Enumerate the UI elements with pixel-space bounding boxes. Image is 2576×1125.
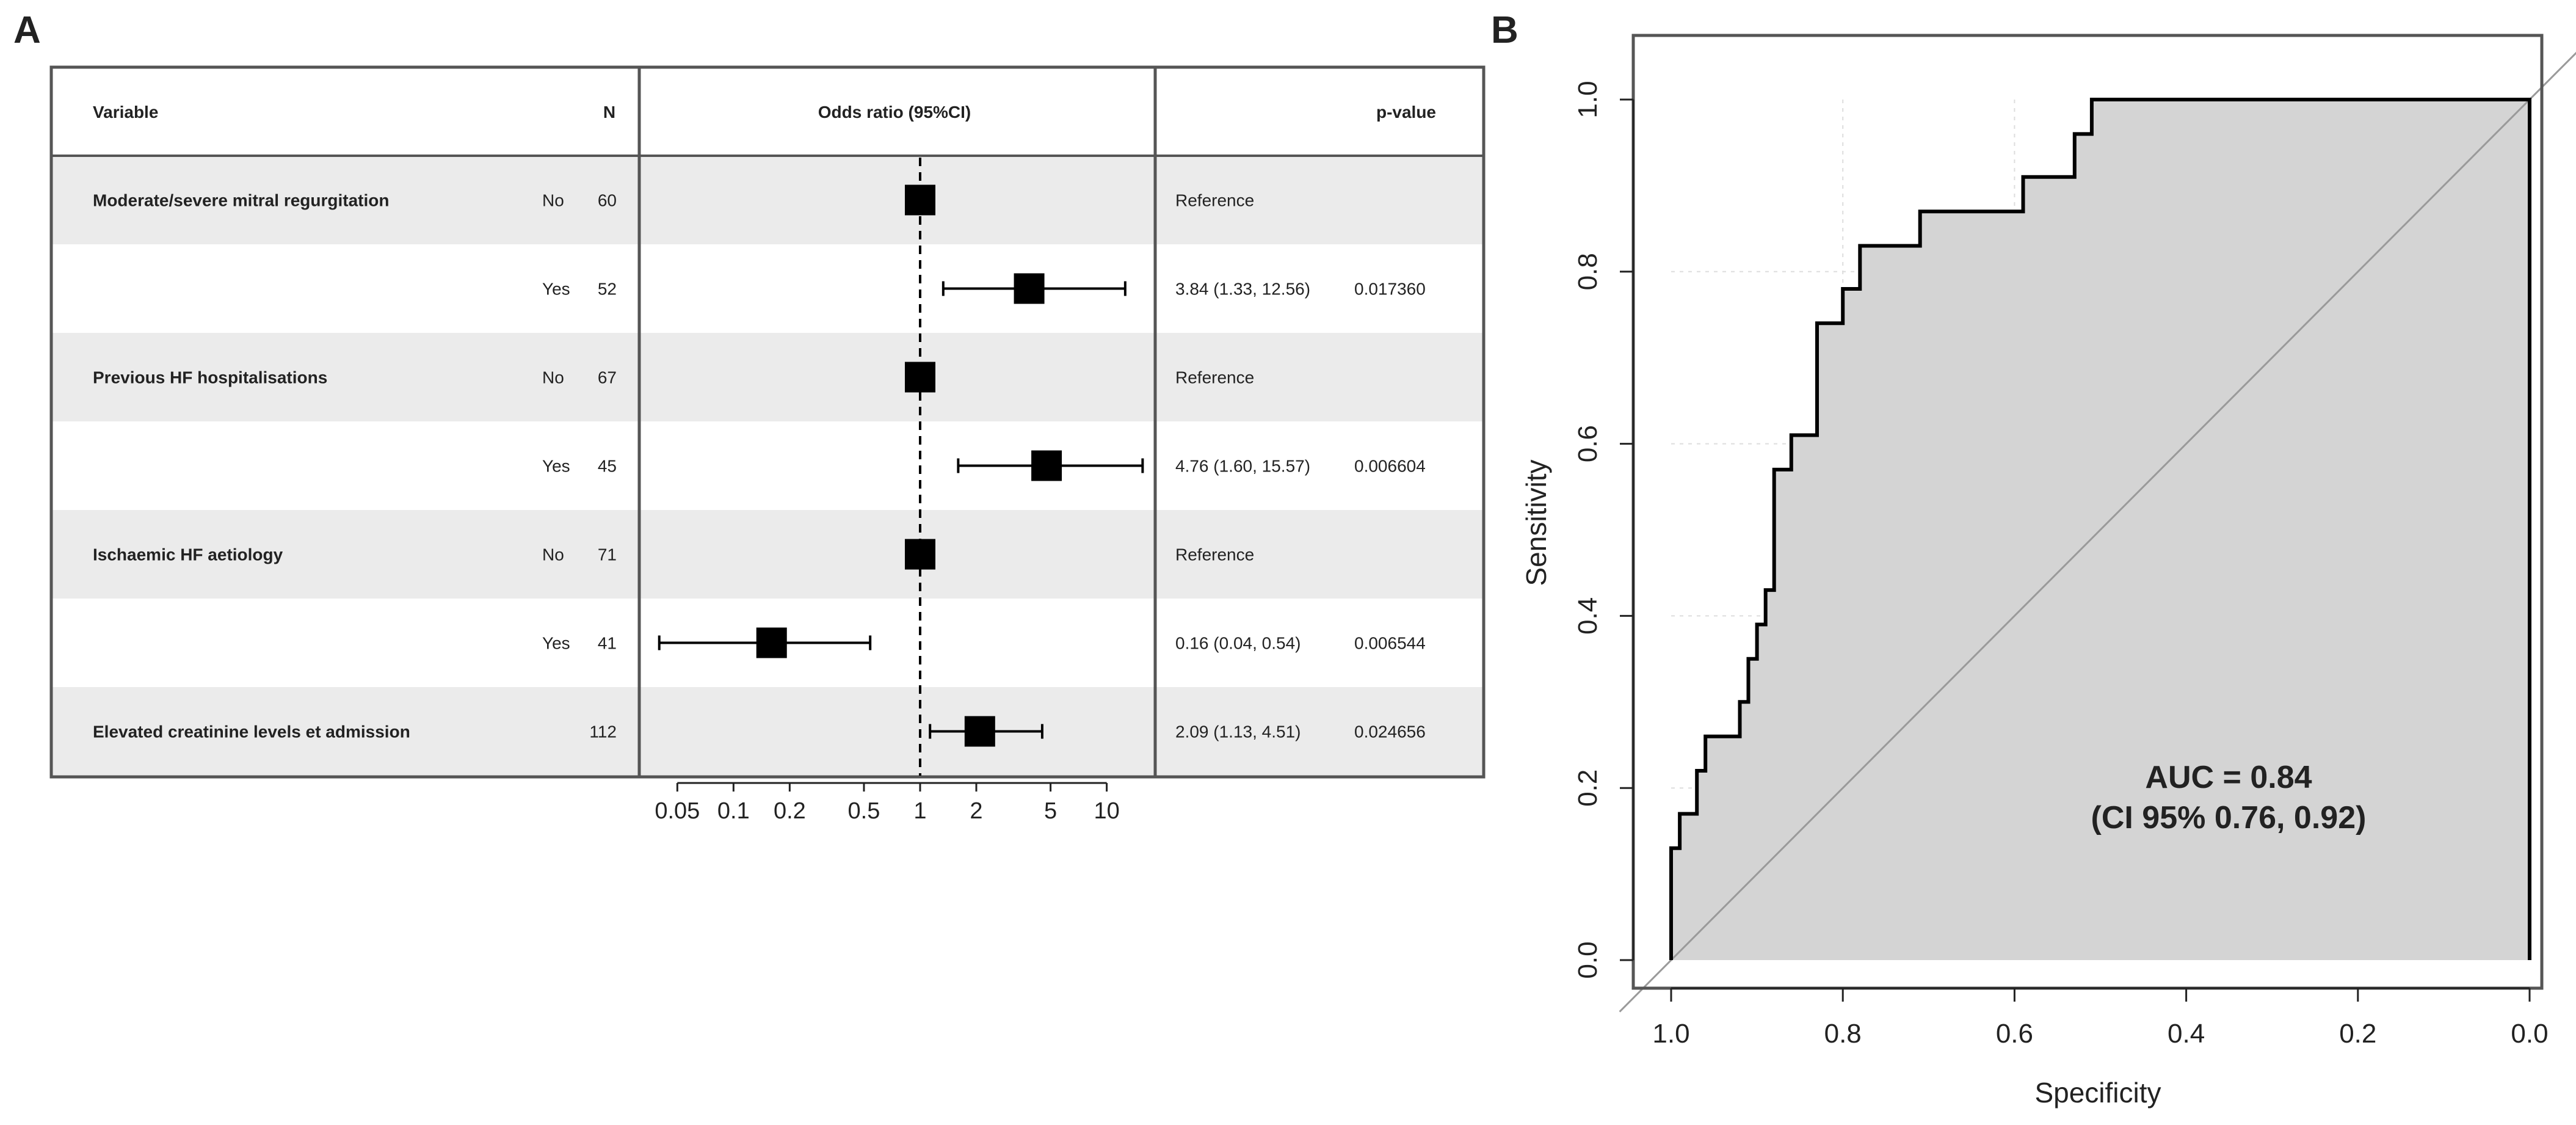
forest-plot-panel: A Variable N Odds ratio (95%CI) p-value …: [13, 9, 1486, 824]
roc-x-tick-label: 0.6: [1996, 1019, 2033, 1049]
roc-y-tick-label: 0.0: [1573, 941, 1603, 978]
or-marker: [756, 627, 787, 658]
row-level-label: No: [542, 545, 564, 564]
or-marker: [1014, 273, 1045, 304]
header-p-value: p-value: [1376, 103, 1436, 122]
roc-x-tick-label: 0.8: [1824, 1019, 1862, 1049]
roc-x-tick-label: 0.2: [2339, 1019, 2376, 1049]
roc-axes: 1.0 0.8 0.6 0.4 0.2 0.0 0.0 0.2 0.4 0.6 0.8 1.0: [1573, 81, 2549, 1049]
roc-y-tick-label: 0.8: [1573, 253, 1603, 290]
forest-tick-label: 0.5: [848, 798, 880, 824]
or-marker: [904, 539, 935, 570]
or-marker: [1031, 450, 1062, 481]
row-n-value: 112: [589, 723, 617, 741]
or-marker: [904, 362, 935, 393]
roc-x-tick-label: 0.4: [2168, 1019, 2205, 1049]
panel-b-label: B: [1491, 9, 1518, 51]
row-p-value: 0.006544: [1354, 634, 1426, 653]
row-n-value: 60: [598, 191, 617, 210]
row-p-value: 0.006604: [1354, 457, 1426, 476]
or-marker: [904, 184, 935, 216]
forest-marks: [658, 184, 1144, 747]
header-odds-ratio: Odds ratio (95%CI): [818, 103, 971, 122]
row-variable-label: Ischaemic HF aetiology: [93, 545, 283, 564]
roc-y-tick-label: 0.6: [1573, 425, 1603, 462]
forest-header: Variable N Odds ratio (95%CI) p-value: [93, 103, 1436, 122]
forest-border: [49, 65, 1486, 779]
row-variable-label: Previous HF hospitalisations: [93, 368, 327, 387]
row-level-label: No: [542, 368, 564, 387]
forest-rows: Moderate/severe mitral regurgitation No 60…: [93, 191, 1426, 741]
roc-panel: B 1.0 0.8 0.6 0.4 0.2 0.0 0.0 0.2 0.4 0.6 0.8 1.0 S…: [1491, 9, 2576, 1109]
roc-x-tick-label: 1.0: [1652, 1019, 1689, 1049]
row-estimate: 3.84 (1.33, 12.56): [1175, 280, 1310, 299]
forest-tick-label: 1: [913, 798, 926, 824]
roc-diagonal-line: [1619, 51, 2576, 1013]
forest-tick-label: 0.05: [655, 798, 700, 824]
row-estimate: 0.16 (0.04, 0.54): [1175, 634, 1301, 653]
forest-frame: [49, 65, 1486, 779]
row-n-value: 67: [598, 368, 617, 387]
row-level-label: No: [542, 191, 564, 210]
forest-tick-label: 10: [1094, 798, 1119, 824]
roc-y-tick-label: 1.0: [1573, 81, 1603, 118]
auc-ci-annotation: (CI 95% 0.76, 0.92): [2091, 800, 2367, 836]
forest-x-axis: 0.05 0.1 0.2 0.5 1 2 5 10: [655, 782, 1120, 824]
row-stripe: [53, 156, 1482, 244]
auc-annotation: AUC = 0.84: [2145, 760, 2312, 795]
panel-a-label: A: [13, 9, 41, 51]
or-marker: [964, 716, 995, 747]
roc-x-tick-label: 0.0: [2511, 1019, 2548, 1049]
forest-tick-label: 5: [1044, 798, 1057, 824]
row-stripe: [53, 687, 1482, 776]
row-estimate: Reference: [1175, 368, 1254, 387]
roc-y-tick-label: 0.2: [1573, 770, 1603, 807]
forest-tick-label: 0.1: [717, 798, 750, 824]
forest-tick-label: 0.2: [774, 798, 806, 824]
row-stripe: [53, 333, 1482, 421]
row-variable-label: Moderate/severe mitral regurgitation: [93, 191, 389, 210]
row-stripe: [53, 510, 1482, 599]
row-variable-label: Elevated creatinine levels et admission: [93, 723, 410, 741]
row-n-value: 41: [598, 634, 617, 653]
row-p-value: 0.017360: [1354, 280, 1426, 299]
row-level-label: Yes: [542, 457, 570, 476]
row-n-value: 71: [598, 545, 617, 564]
roc-curve-line: [1669, 98, 2531, 960]
roc-y-tick-label: 0.4: [1573, 597, 1603, 635]
row-estimate: 2.09 (1.13, 4.51): [1175, 723, 1301, 741]
row-n-value: 45: [598, 457, 617, 476]
roc-x-axis-label: Specificity: [2034, 1077, 2161, 1109]
row-level-label: Yes: [542, 280, 570, 299]
row-estimate: Reference: [1175, 191, 1254, 210]
roc-y-axis-label: Sensitivity: [1520, 459, 1552, 586]
header-n: N: [603, 103, 615, 122]
forest-row-stripes: [53, 156, 1482, 776]
row-p-value: 0.024656: [1354, 723, 1426, 741]
row-estimate: Reference: [1175, 545, 1254, 564]
forest-tick-label: 2: [970, 798, 982, 824]
row-n-value: 52: [598, 280, 617, 299]
header-variable: Variable: [93, 103, 158, 122]
row-estimate: 4.76 (1.60, 15.57): [1175, 457, 1310, 476]
row-level-label: Yes: [542, 634, 570, 653]
